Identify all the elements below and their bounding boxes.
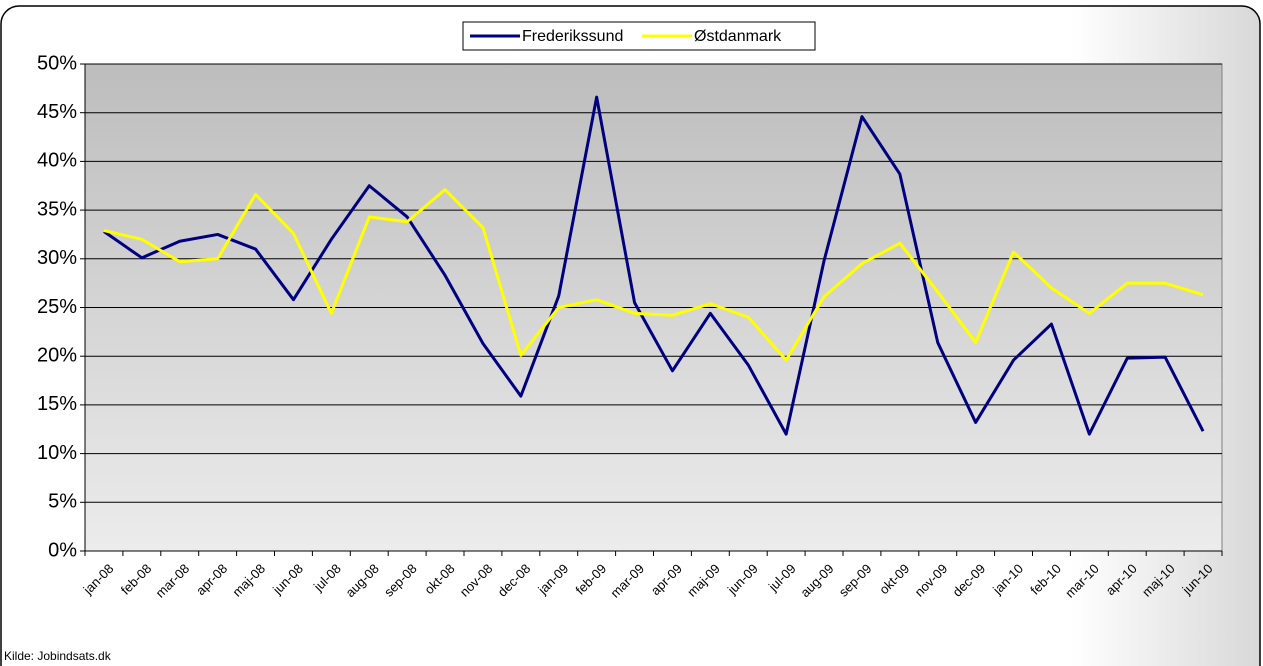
y-tick-label: 5%	[48, 491, 77, 513]
y-tick-label: 0%	[48, 539, 77, 561]
y-tick-label: 35%	[37, 198, 77, 220]
legend-label: Frederikssund	[522, 28, 623, 45]
y-tick-label: 30%	[37, 247, 77, 269]
y-tick-label: 45%	[37, 101, 77, 123]
y-tick-label: 25%	[37, 296, 77, 318]
y-tick-label: 20%	[37, 344, 77, 366]
y-tick-label: 40%	[37, 150, 77, 172]
legend-box	[462, 21, 816, 51]
series-line	[103, 188, 1204, 362]
y-tick-label: 10%	[37, 442, 77, 464]
y-tick-label: 50%	[37, 52, 77, 74]
series-line	[103, 95, 1205, 436]
legend-label: Østdanmark	[694, 28, 782, 45]
source: Kilde: Jobindsats.dk	[4, 649, 112, 663]
y-tick-label: 15%	[37, 393, 77, 415]
